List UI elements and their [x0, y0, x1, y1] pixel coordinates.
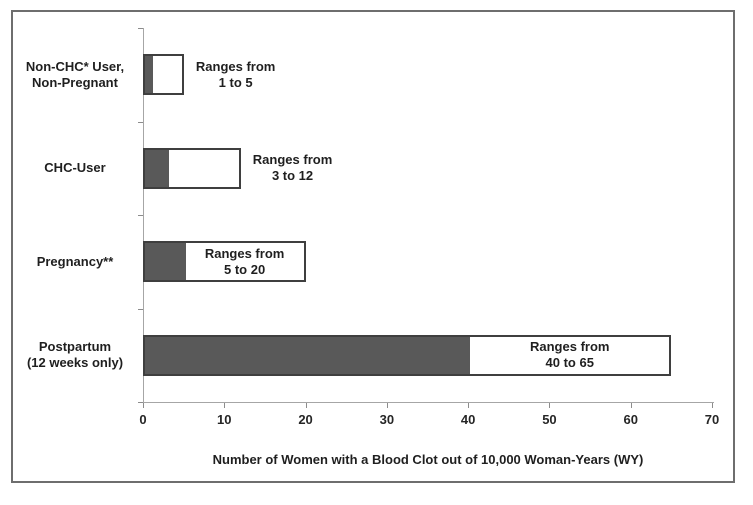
- x-tick: [468, 403, 470, 408]
- x-tick-label: 30: [379, 412, 395, 427]
- bar: [143, 334, 671, 376]
- category-label: Non-CHC* User, Non-Pregnant: [25, 58, 125, 90]
- x-tick-label: 0: [139, 412, 147, 427]
- bar-dark-segment: [145, 149, 169, 187]
- x-tick-label: 10: [217, 412, 232, 427]
- x-axis-line: [143, 402, 714, 403]
- y-tick: [138, 308, 143, 310]
- bar-range-label: Ranges from 3 to 12: [252, 152, 333, 184]
- x-tick-label: 20: [298, 412, 313, 427]
- x-tick-label: 40: [460, 412, 476, 427]
- y-tick: [138, 121, 143, 123]
- x-tick: [712, 403, 713, 408]
- x-tick: [224, 403, 226, 408]
- x-tick: [143, 403, 144, 408]
- x-tick: [549, 403, 551, 408]
- x-axis-title: Number of Women with a Blood Clot out of…: [212, 452, 644, 467]
- bar-dark-segment: [145, 243, 186, 281]
- category-label: CHC-User: [44, 160, 106, 176]
- x-tick-label: 60: [623, 412, 638, 427]
- x-tick-label: 50: [542, 412, 557, 427]
- category-label: Postpartum (12 weeks only): [26, 339, 124, 371]
- x-tick: [386, 403, 388, 408]
- x-tick-label: 70: [704, 412, 720, 427]
- figure-border: [11, 10, 735, 483]
- y-axis-line: [143, 28, 144, 402]
- bar: [143, 54, 184, 96]
- x-tick: [630, 403, 632, 408]
- bar-range-label: Ranges from 1 to 5: [195, 58, 276, 90]
- y-tick: [138, 402, 143, 403]
- x-tick: [305, 403, 307, 408]
- y-tick: [138, 215, 143, 216]
- bar-range-label: Ranges from 5 to 20: [204, 245, 285, 277]
- bar-range-label: Ranges from 40 to 65: [530, 339, 610, 371]
- category-label: Pregnancy**: [36, 253, 114, 269]
- bar: [143, 147, 241, 189]
- bar-dark-segment: [145, 336, 470, 374]
- bar: [143, 241, 306, 283]
- bar-dark-segment: [145, 56, 153, 94]
- y-tick: [138, 28, 143, 29]
